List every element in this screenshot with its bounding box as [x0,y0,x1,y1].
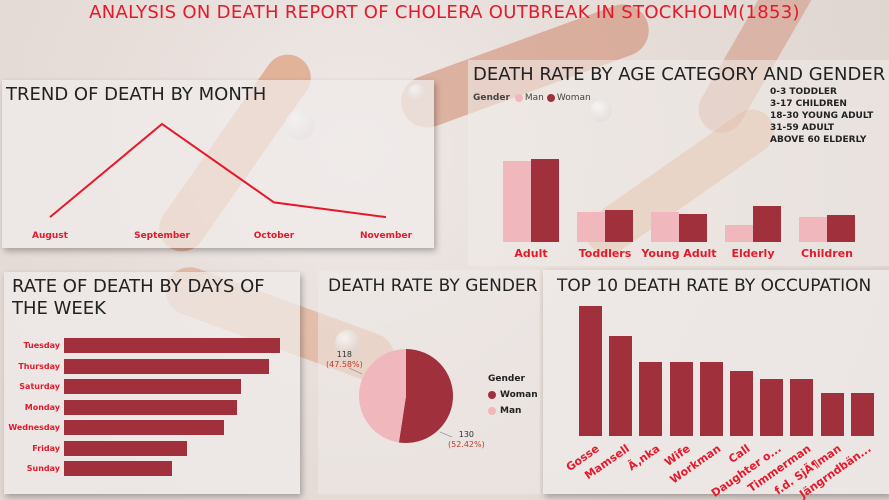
days-of-week-panel: RATE OF DEATH BY DAYS OF THE WEEK Tuesda… [4,272,300,494]
age-bar-man [651,212,679,242]
day-label: Sunday [26,464,60,473]
occupation-bar [850,393,874,436]
occupation-bar [639,361,663,436]
age-bar-woman [753,206,781,242]
age-bar-woman [827,215,855,242]
leader-line [439,431,453,438]
gender-pie-chart [348,349,454,443]
man-count: 118 [336,350,353,359]
day-label: Tuesday [23,341,60,350]
age-category-label: Adult [514,247,548,260]
day-label: Thursday [18,361,60,371]
woman-data-label: 130 (52.42%) [448,430,485,450]
month-label: August [32,231,68,241]
month-label: November [359,231,413,241]
legend-item-man: Man [488,406,521,416]
man-data-label: 118 (47.58%) [326,350,363,370]
day-label: Friday [32,443,60,453]
age-category-label: Young Adult [641,247,717,260]
gender-chart-title: DEATH RATE BY GENDER [328,276,538,296]
age-note: 18-30 YOUNG ADULT [770,111,874,121]
occupation-bar [790,378,814,436]
trend-line-chart [49,122,387,219]
age-gender-panel: DEATH RATE BY AGE CATEGORY AND GENDER Ge… [468,60,889,266]
age-bar-woman [531,159,559,242]
woman-legend-dot [488,391,496,399]
month-label: September [134,231,190,241]
legend-man-label: Man [524,93,544,103]
age-legend: Gender Man Woman [473,93,591,103]
age-chart-title: DEATH RATE BY AGE CATEGORY AND GENDER [473,64,886,85]
occupation-panel: TOP 10 DEATH RATE BY OCCUPATION Gosse Ma… [543,270,889,500]
age-note: 31-59 ADULT [770,123,835,133]
age-bar-woman [679,214,707,242]
occupation-bar [579,306,602,436]
occupation-bar [820,393,844,436]
occupation-bar [609,335,633,436]
legend-woman-label: Woman [500,390,538,400]
age-note: ABOVE 60 ELDERLY [770,135,867,145]
age-bar-man [725,225,753,242]
occupation-chart-title: TOP 10 DEATH RATE BY OCCUPATION [557,276,872,296]
day-bar [64,358,270,374]
trend-by-month-panel: TREND OF DEATH BY MONTH August September… [2,80,434,248]
month-label: October [253,231,295,241]
age-bar-man [799,217,827,242]
day-bar [64,338,280,353]
woman-legend-dot [546,94,555,102]
leader-line [348,367,363,375]
pie-slice-man [359,349,406,443]
dashboard-title: ANALYSIS ON DEATH REPORT OF CHOLERA OUTB… [89,2,800,23]
age-category-label: Children [800,247,854,260]
gender-panel: DEATH RATE BY GENDER 118 (47.58%) 130 (5… [318,270,540,494]
legend-title: Gender [473,93,510,103]
occupation-bar [730,371,753,436]
day-label: Monday [24,402,60,412]
age-bar-woman [605,210,633,242]
day-label: Wednesday [8,423,60,432]
age-note: 0-3 TODDLER [770,87,837,97]
day-label: Saturday [19,382,60,391]
day-bar [64,379,242,394]
age-note: 3-17 CHILDREN [770,99,847,109]
man-percent: (47.58%) [326,360,363,369]
occupation-bar [669,361,693,436]
days-chart-title: RATE OF DEATH BY DAYS OF THE WEEK [12,276,265,319]
woman-percent: (52.42%) [448,440,485,449]
occupation-bar [760,378,784,436]
gender-legend-title: Gender [488,374,525,384]
trend-chart-title: TREND OF DEATH BY MONTH [6,84,267,105]
age-category-label: Toddlers [578,247,632,260]
legend-woman-label: Woman [556,93,591,103]
legend-man-label: Man [500,406,522,416]
age-category-label: Elderly [731,247,775,260]
pie-slice-woman [398,349,454,443]
day-bar [64,440,188,456]
day-bar [64,399,237,415]
occupation-bar [699,361,723,436]
man-legend-dot [514,94,523,102]
day-bar [64,461,172,476]
woman-count: 130 [458,430,475,439]
day-bar [64,420,224,435]
man-legend-dot [488,407,496,415]
age-bar-man [503,161,531,242]
trend-series-line [49,122,387,219]
occupation-label: Ã‚nka [625,442,663,474]
age-category-notes: 0-3 TODDLER 3-17 CHILDREN 18-30 YOUNG AD… [770,86,873,146]
legend-item-woman: Woman [488,390,538,400]
age-bar-man [577,212,605,242]
